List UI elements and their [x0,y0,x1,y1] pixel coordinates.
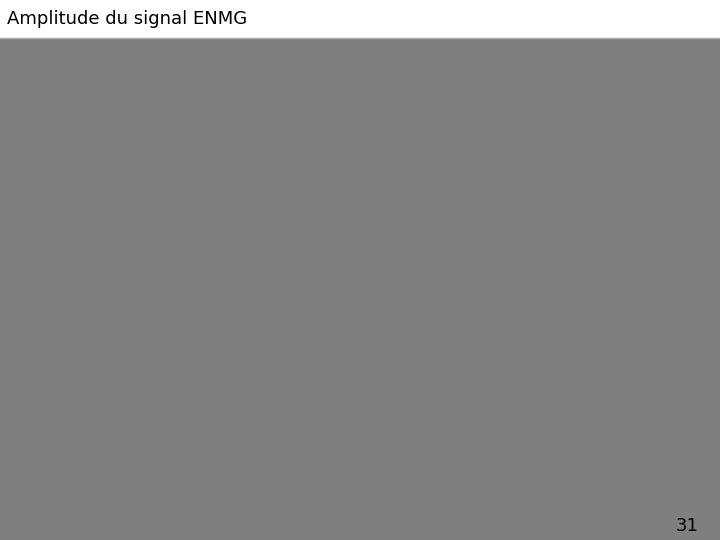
Text: Amplitude du signal ENMG: Amplitude du signal ENMG [7,10,248,28]
FancyBboxPatch shape [7,204,713,304]
Text: 31: 31 [675,517,698,535]
Text: Augmente lorsque la bande-passante est
réduite au maximum: Augmente lorsque la bande-passante est r… [18,424,562,485]
Text: Diminue avec le carré de la distance
entre la source du signal et sa détection: Diminue avec le carré de la distance ent… [18,322,551,387]
Text: Inversement proportionnelle à
l’impédance des électrodes détectrices: Inversement proportionnelle à l’impédanc… [18,220,538,287]
FancyBboxPatch shape [7,304,713,404]
FancyBboxPatch shape [7,404,713,505]
Text: Vrai - Faux: Vrai - Faux [192,102,528,156]
